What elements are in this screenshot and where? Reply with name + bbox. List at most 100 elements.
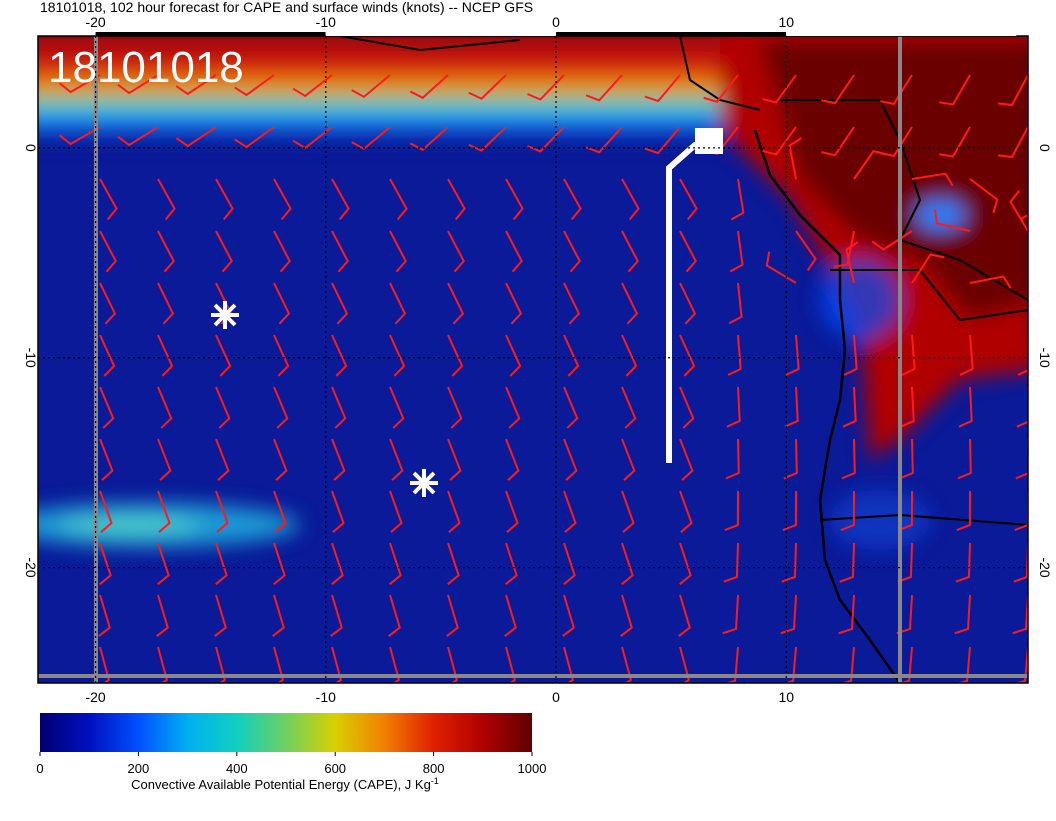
colorbar-tick-label: 0	[36, 761, 43, 776]
wind-barb	[898, 646, 913, 683]
wind-barb	[563, 386, 579, 429]
wind-barb	[955, 542, 971, 583]
wind-barb	[839, 542, 855, 583]
tick-mark	[786, 32, 1017, 36]
wind-barb	[1027, 283, 1028, 285]
wind-barb	[99, 178, 118, 221]
wind-barb	[1019, 179, 1028, 221]
wind-barb	[730, 178, 745, 221]
wind-barb	[783, 438, 798, 480]
title: 18101018, 102 hour forecast for CAPE and…	[40, 0, 533, 15]
colorbar-tick-label: 400	[226, 761, 248, 776]
wind-barb	[215, 334, 232, 377]
wind-barb	[621, 490, 635, 533]
coastline	[753, 129, 902, 683]
wind-barb	[117, 74, 159, 95]
wind-barb	[273, 230, 291, 273]
wind-barb	[99, 438, 114, 481]
wind-barb	[447, 334, 464, 377]
wind-barb	[644, 126, 681, 155]
wind-barb	[389, 438, 404, 481]
wind-barb	[527, 126, 565, 153]
wind-barb	[215, 542, 228, 585]
asterisk-marker	[211, 301, 438, 497]
wind-barb	[762, 126, 797, 156]
x-tick-label: 10	[778, 14, 794, 30]
wind-barb	[833, 230, 855, 268]
wind-barb	[273, 386, 289, 429]
y-tick-label: -10	[1037, 348, 1053, 368]
wind-barb	[389, 542, 402, 585]
y-tick-label: 0	[23, 144, 39, 152]
wind-barb	[998, 74, 1028, 107]
wind-barb	[157, 282, 175, 325]
wind-barb	[59, 74, 101, 94]
wind-barb	[215, 386, 231, 429]
wind-barb	[99, 282, 117, 325]
wind-barb	[215, 490, 229, 533]
wind-barb	[621, 230, 639, 273]
wind-barb	[845, 241, 859, 284]
x-tick-label: -10	[316, 14, 336, 30]
wind-barb	[157, 542, 170, 585]
wind-barb	[957, 438, 972, 480]
wind-barb	[998, 126, 1028, 159]
wind-barb	[621, 542, 634, 585]
x-tick-label: 0	[552, 689, 560, 705]
wind-barb	[644, 74, 681, 103]
wind-barb	[389, 282, 407, 325]
wind-barb	[679, 542, 692, 585]
wind-barb	[621, 282, 639, 325]
wind-barb	[678, 594, 691, 637]
wind-barb	[620, 594, 633, 637]
wind-barb	[939, 126, 971, 158]
wind-barb	[585, 126, 623, 154]
wind-barb	[157, 438, 172, 481]
wind-barb	[621, 386, 637, 429]
wind-barb	[939, 74, 971, 106]
wind-barb	[781, 542, 797, 583]
wind-barb	[273, 334, 290, 377]
wind-barb	[821, 74, 855, 105]
wind-barb	[969, 178, 999, 214]
wind-barb	[157, 646, 168, 683]
wind-barb	[895, 699, 912, 736]
wind-barb	[621, 646, 632, 683]
wind-barb	[351, 74, 391, 99]
wind-barb	[969, 275, 1012, 289]
wind-barb	[585, 74, 623, 102]
wind-barb	[871, 230, 913, 251]
wind-barb	[175, 126, 217, 148]
wind-barb	[899, 438, 914, 480]
wind-barb	[780, 594, 797, 635]
wind-barb	[157, 178, 176, 221]
wind-barb	[958, 386, 973, 428]
wind-barb	[724, 646, 739, 683]
wind-barb	[99, 646, 110, 683]
wind-barb	[331, 334, 348, 377]
wind-barb	[621, 438, 636, 481]
track-marker	[695, 128, 723, 154]
wind-barb	[563, 230, 581, 273]
wind-barb	[880, 126, 913, 157]
wind-barb	[505, 334, 522, 377]
wind-barb	[953, 699, 970, 736]
wind-barb	[933, 209, 971, 232]
wind-barb	[331, 230, 349, 273]
wind-barb	[782, 490, 797, 531]
colorbar-label-sup: -1	[431, 776, 439, 786]
wind-barb	[447, 542, 460, 585]
wind-barb	[331, 542, 344, 585]
x-tick-label: 0	[552, 14, 560, 30]
wind-barb	[563, 490, 577, 533]
wind-barb	[273, 542, 286, 585]
wind-barb	[330, 594, 343, 637]
wind-barb	[234, 126, 275, 149]
wind-barb	[175, 74, 217, 96]
wind-barb	[621, 334, 638, 377]
wind-barb	[234, 74, 275, 97]
wind-barb	[911, 253, 945, 284]
x-tick-label: -20	[85, 689, 105, 705]
wind-barb	[1014, 646, 1028, 683]
wind-barb	[676, 699, 687, 740]
